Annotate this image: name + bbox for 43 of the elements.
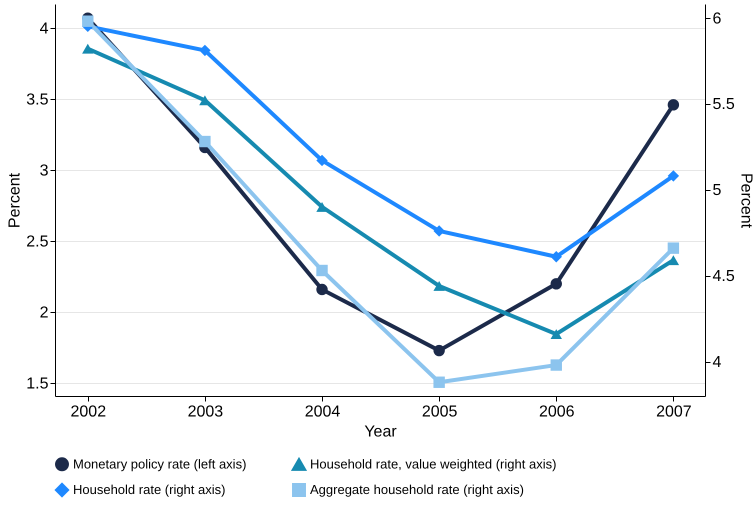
- point: [433, 225, 445, 237]
- x-tick-label: 2007: [656, 404, 692, 420]
- point: [668, 255, 680, 266]
- point: [668, 99, 680, 111]
- x-tick-label: 2006: [538, 404, 575, 420]
- point: [316, 154, 328, 166]
- y2-tick-label: 4.5: [712, 268, 735, 286]
- x-tick-label: 2004: [304, 404, 340, 420]
- y-tick-label: 4: [40, 20, 49, 38]
- legend-label: Household rate, value weighted (right axis): [310, 456, 556, 472]
- y-tick-label: 3.5: [26, 92, 49, 109]
- legend-label: Aggregate household rate (right axis): [310, 482, 524, 497]
- y2-axis-title: Percent: [738, 172, 755, 229]
- y-tick-label: 2: [40, 304, 49, 322]
- y2-tick-label: 5.5: [712, 96, 735, 114]
- y-tick-label: 3: [40, 162, 49, 180]
- point: [316, 264, 328, 276]
- y-tick-label: 1.5: [26, 376, 49, 393]
- y2-tick-label: 4: [712, 354, 722, 372]
- legend-label: Monetary policy rate (left axis): [73, 456, 246, 472]
- point: [433, 344, 445, 356]
- point: [433, 376, 445, 388]
- y-tick-label: 2.5: [26, 234, 49, 251]
- x-tick-label: 2002: [70, 404, 106, 420]
- point: [550, 329, 562, 340]
- point: [82, 44, 94, 54]
- x-axis-title: Year: [364, 424, 398, 440]
- point: [433, 281, 445, 291]
- point: [316, 284, 328, 296]
- point: [199, 136, 211, 148]
- point: [550, 278, 562, 290]
- y2-tick-label: 6: [712, 10, 722, 28]
- legend-label: Household rate (right axis): [73, 482, 226, 497]
- point: [668, 242, 680, 254]
- x-tick-label: 2005: [422, 404, 458, 420]
- point: [550, 359, 562, 371]
- point: [668, 170, 680, 182]
- x-tick-label: 2003: [188, 404, 224, 420]
- point: [199, 44, 211, 56]
- y-axis-title: Percent: [6, 172, 24, 228]
- y2-tick-label: 5: [712, 182, 722, 200]
- point: [550, 251, 562, 262]
- point: [82, 15, 94, 27]
